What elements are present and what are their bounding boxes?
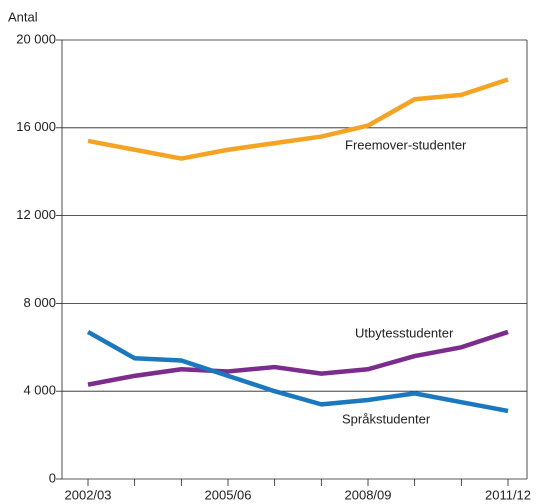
x-tick-label: 2002/03 (65, 487, 112, 502)
y-tick-label: 16 000 (16, 119, 56, 134)
x-tick-label: 2005/06 (205, 487, 252, 502)
series-line (86, 329, 509, 414)
y-tick-label: 4 000 (23, 383, 56, 398)
x-tick-label: 2008/09 (345, 487, 392, 502)
series-label: Språkstudenter (342, 411, 431, 426)
y-tick-label: 8 000 (23, 295, 56, 310)
y-tick-label: 12 000 (16, 207, 56, 222)
y-tick-label: 20 000 (16, 31, 56, 46)
series-line (87, 77, 509, 161)
series-line (87, 329, 509, 387)
series-label: Freemover-studenter (345, 137, 467, 152)
x-tick-label: 2011/12 (485, 487, 531, 502)
y-axis-label: Antal (8, 9, 38, 24)
y-tick-label: 0 (49, 470, 56, 485)
series-label: Utbytesstudenter (355, 325, 454, 340)
